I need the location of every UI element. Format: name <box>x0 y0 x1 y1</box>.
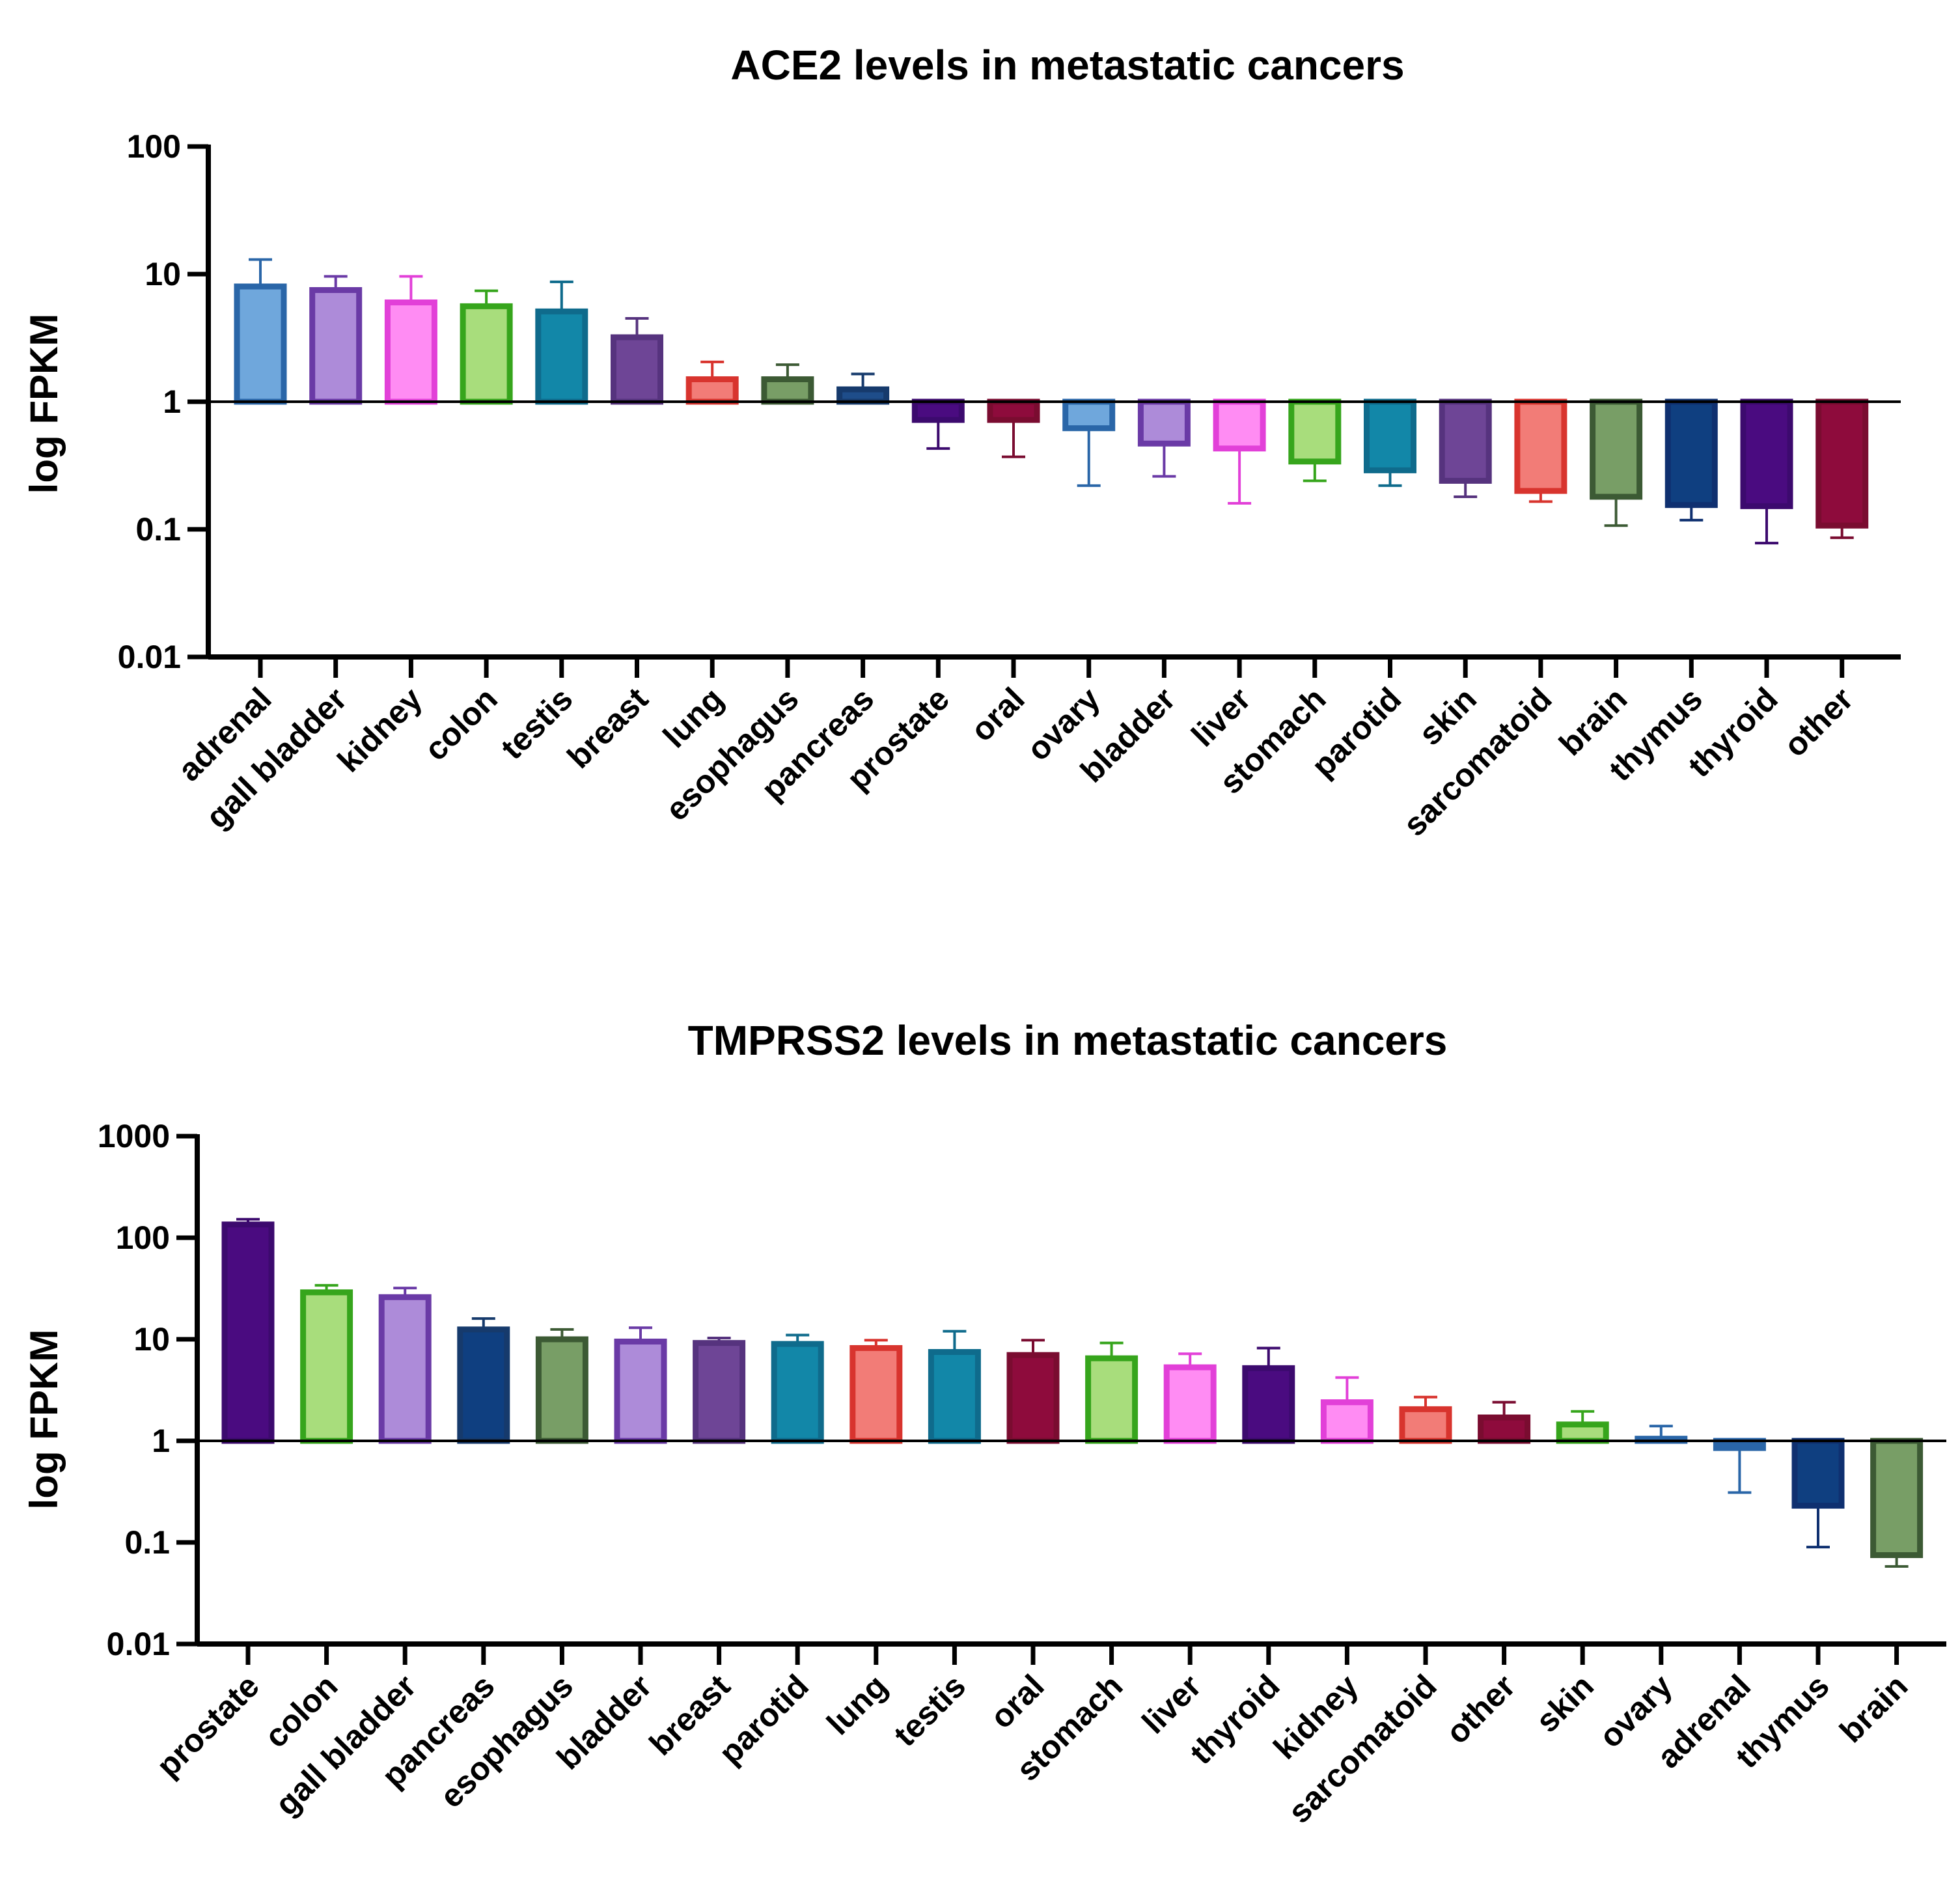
bar <box>535 1336 588 1444</box>
chart-title: ACE2 levels in metastatic cancers <box>730 42 1404 89</box>
bar <box>535 308 588 405</box>
y-tick-label: 10 <box>133 1321 170 1358</box>
tmprss2-chart: TMPRSS2 levels in metastatic cancers log… <box>22 1017 1946 1830</box>
x-category-label: parotid <box>712 1667 816 1771</box>
bar <box>1137 398 1191 447</box>
ace2-chart: ACE2 levels in metastatic cancers log FP… <box>22 42 1901 843</box>
y-tick-label: 1 <box>152 1423 170 1459</box>
bar <box>1478 1414 1531 1444</box>
x-category-label: colon <box>417 680 504 768</box>
bar <box>1320 1399 1373 1444</box>
y-tick-label: 0.01 <box>118 639 181 675</box>
chart-title: TMPRSS2 levels in metastatic cancers <box>688 1017 1448 1064</box>
bar <box>384 299 437 405</box>
x-category-label: other <box>1776 680 1860 764</box>
x-category-label: oral <box>983 1667 1051 1735</box>
y-tick-label: 1000 <box>98 1118 170 1154</box>
bar <box>611 334 663 405</box>
x-category-label: breast <box>560 680 656 775</box>
bar <box>1590 398 1643 500</box>
bar <box>1664 398 1718 509</box>
x-category-label: skin <box>1529 1667 1601 1739</box>
y-axis-label: log FPKM <box>22 1330 66 1510</box>
bar <box>1556 1421 1609 1444</box>
x-category-label: prostate <box>150 1667 266 1784</box>
x-category-label: lung <box>820 1667 894 1742</box>
x-category-label: brain <box>1832 1667 1914 1749</box>
x-category-label: liver <box>1135 1667 1208 1740</box>
y-tick-label: 100 <box>116 1219 170 1256</box>
bar <box>378 1294 432 1444</box>
bar <box>300 1289 353 1444</box>
bar <box>1062 398 1116 432</box>
bar <box>1514 398 1567 494</box>
bar <box>309 286 363 405</box>
bar <box>849 1345 903 1444</box>
bar <box>1242 1365 1295 1444</box>
bar <box>836 386 890 405</box>
bar <box>1085 1355 1139 1444</box>
bar <box>1213 398 1266 452</box>
bar <box>1399 1406 1452 1444</box>
y-tick-label: 0.1 <box>124 1524 170 1561</box>
bar <box>460 303 513 405</box>
y-tick-label: 10 <box>145 256 181 292</box>
bar <box>987 398 1040 423</box>
x-category-label: kidney <box>331 680 430 779</box>
bar <box>1815 398 1869 529</box>
bar <box>1870 1438 1924 1558</box>
bar <box>1740 398 1793 509</box>
y-tick-label: 0.1 <box>135 511 181 548</box>
bar <box>911 398 965 423</box>
bar <box>693 1340 746 1444</box>
bar <box>614 1338 667 1444</box>
x-category-label: thyroid <box>1183 1667 1286 1771</box>
y-tick-label: 1 <box>163 383 181 420</box>
x-category-label: oral <box>963 680 1031 748</box>
bar <box>1163 1364 1217 1444</box>
y-tick-label: 100 <box>127 128 181 165</box>
bar <box>771 1341 824 1444</box>
y-tick-label: 0.01 <box>107 1626 170 1662</box>
bar <box>1364 398 1416 473</box>
bar <box>234 283 287 405</box>
bar <box>457 1326 510 1444</box>
y-axis-label: log FPKM <box>22 314 66 494</box>
bar <box>928 1348 981 1444</box>
bar <box>1439 398 1492 484</box>
bar <box>1288 398 1342 465</box>
bar <box>761 376 814 405</box>
bar <box>1791 1438 1845 1509</box>
x-category-label: other <box>1439 1667 1522 1751</box>
bar <box>221 1221 275 1444</box>
bar <box>1006 1352 1060 1444</box>
bar <box>685 376 739 405</box>
x-category-label: testis <box>887 1667 973 1753</box>
